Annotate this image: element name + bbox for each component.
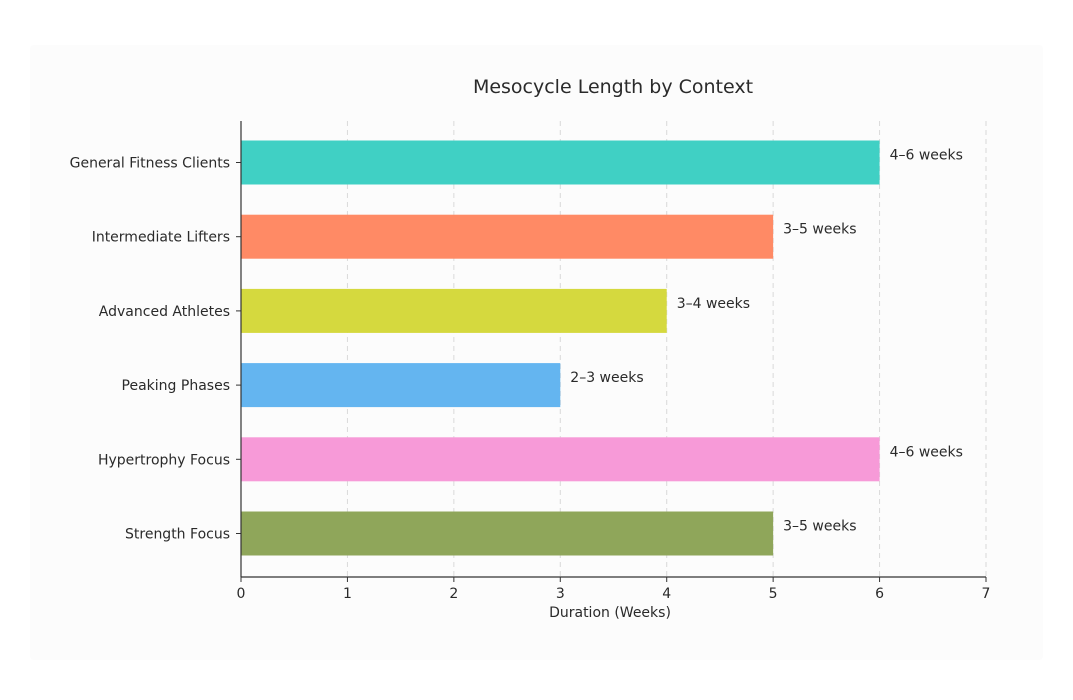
y-tick-label: Intermediate Lifters [92,230,230,246]
x-tick-label: 7 [982,586,991,602]
bar [241,214,774,259]
y-tick-label: General Fitness Clients [70,156,230,172]
x-tick-label: 5 [769,586,778,602]
bar [241,288,667,333]
x-tick-label: 6 [875,586,884,602]
y-tick-label: Peaking Phases [122,378,230,394]
data-label: 2–3 weeks [570,370,643,386]
x-tick-label: 4 [662,586,671,602]
data-label: 4–6 weeks [890,444,963,460]
grid-layer [346,121,987,577]
y-tick-labels: General Fitness Clients Intermediate Lift… [70,156,241,543]
y-tick-label: Strength Focus [125,527,230,543]
x-axis-label: Duration (Weeks) [549,605,671,621]
data-label: 3–5 weeks [783,519,856,535]
data-label: 3–5 weeks [783,222,856,238]
bar [241,437,880,482]
x-tick-label: 3 [556,586,565,602]
bars-layer [241,140,880,556]
x-tick-label: 1 [343,586,352,602]
x-tick-label: 2 [449,586,458,602]
chart-title: Mesocycle Length by Context [473,76,753,98]
data-label: 3–4 weeks [677,296,750,312]
data-label: 4–6 weeks [890,148,963,164]
y-tick-label: Advanced Athletes [99,304,230,320]
bar [241,140,880,185]
bar [241,363,561,408]
bar [241,511,774,556]
x-tick-label: 0 [237,586,246,602]
x-tick-labels: 0 1 2 3 4 5 6 7 [237,577,991,602]
data-labels-layer: 4–6 weeks 3–5 weeks 3–4 weeks 2–3 weeks 4–6 … [570,148,963,535]
y-tick-label: Hypertrophy Focus [98,452,230,468]
